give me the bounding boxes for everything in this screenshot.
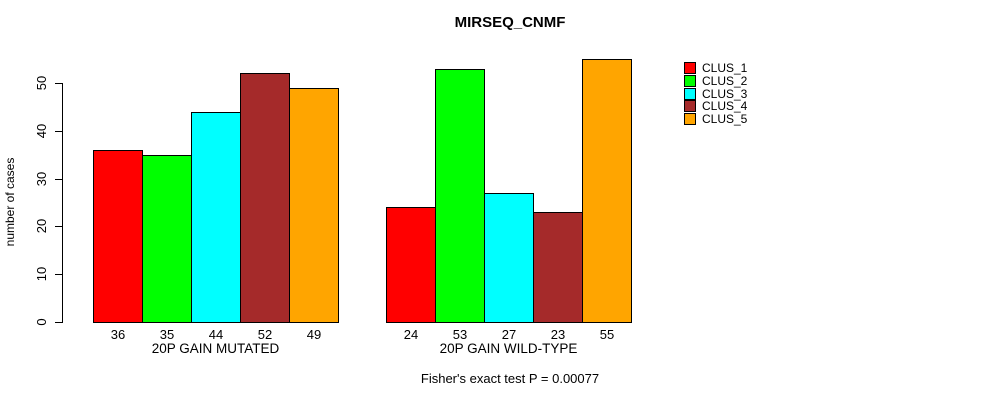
legend-swatch-icon [684,74,696,87]
bar-clus_3-2 [484,193,534,323]
y-axis-label: number of cases [3,157,17,247]
y-axis-line [62,83,63,323]
fisher-test-annotation: Fisher's exact test P = 0.00077 [420,371,600,386]
y-axis-tick [55,178,62,180]
category-label: 20P GAIN MUTATED [151,341,280,356]
bar-value-label: 35 [159,327,175,342]
legend-swatch-icon [684,62,696,74]
legend-label: CLUS_2 [702,73,748,88]
legend-label: CLUS_5 [702,112,748,127]
y-axis-tick-label: 50 [34,75,49,91]
bar-value-label: 36 [110,327,126,342]
bar-clus_5-1 [289,88,339,323]
bar-clus_4-2 [533,212,583,323]
bar-value-label: 23 [550,327,566,342]
y-axis-tick [55,274,62,276]
y-axis-tick-label: 40 [34,123,49,139]
bar-value-label: 44 [208,327,224,342]
bar-clus_1-1 [93,150,143,323]
y-axis-tick-label: 30 [34,171,49,186]
bar-clus_4-1 [240,73,290,323]
y-axis-tick-label: 0 [34,318,49,326]
legend-label: CLUS_3 [702,86,748,101]
y-axis-tick-label: 20 [34,219,49,234]
bar-clus_3-1 [191,112,241,323]
y-axis-tick-label: 10 [34,266,49,282]
y-axis-tick [55,130,62,132]
legend-label: CLUS_1 [702,61,748,75]
legend-label: CLUS_4 [702,99,748,114]
bar-value-label: 55 [599,327,615,342]
legend-swatch-icon [684,100,696,113]
bar-value-label: 24 [403,327,419,342]
y-axis-tick [55,226,62,228]
bar-value-label: 52 [257,327,273,342]
bar-value-label: 27 [501,327,517,342]
bar-clus_1-2 [386,207,436,323]
y-axis-tick [55,322,62,323]
y-axis-tick [55,83,62,84]
category-label: 20P GAIN WILD-TYPE [439,341,578,356]
legend-swatch-icon [684,113,696,126]
chart-title: MIRSEQ_CNMF [454,14,566,31]
bar-clus_5-2 [582,59,632,323]
legend-swatch-icon [684,87,696,100]
bar-value-label: 53 [452,327,468,342]
bar-value-label: 49 [306,327,322,342]
bar-clus_2-2 [435,69,485,323]
bar-clus_2-1 [142,155,192,323]
